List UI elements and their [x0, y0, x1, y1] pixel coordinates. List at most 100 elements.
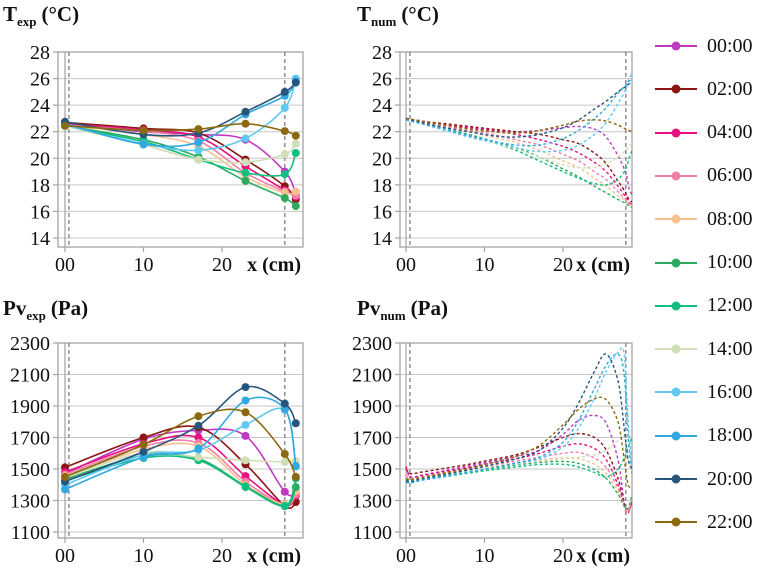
chart-title-pv-exp: Pvexp (Pa) [3, 296, 88, 324]
y-tick-label-1900: 1900 [10, 396, 50, 418]
series-pv_num-22:00 [405, 396, 632, 489]
marker-t_exp-22:00 [280, 127, 289, 136]
legend-item-16-00: 16:00 [652, 381, 753, 403]
legend-dot [671, 128, 681, 138]
marker-pv_exp-22:00 [280, 450, 289, 458]
title-subscript: exp [26, 308, 46, 324]
marker-pv_exp-02:00 [139, 433, 148, 442]
title-unit: (°C) [401, 2, 439, 26]
marker-pv_exp-20:00 [291, 419, 300, 428]
marker-t_exp-10:00 [241, 176, 250, 185]
y-tick-label-20: 20 [30, 148, 50, 170]
y-tick-label-1500: 1500 [10, 459, 50, 481]
legend-item-14-00: 14:00 [652, 338, 753, 360]
marker-t_exp-22:00 [139, 126, 148, 135]
legend-label: 02:00 [707, 77, 753, 100]
x-tick-label-10: 10 [475, 545, 495, 567]
series-t_num-00:00 [405, 117, 632, 196]
series-group [405, 72, 632, 209]
legend-label: 18:00 [707, 424, 753, 447]
marker-t_exp-18:00 [194, 138, 203, 147]
marker-t_exp-16:00 [241, 134, 250, 143]
legend-item-08-00: 08:00 [652, 208, 753, 230]
y-tick-label-18: 18 [30, 175, 50, 197]
y-tick-label-14: 14 [372, 228, 392, 250]
y-tick-label-20: 20 [372, 148, 392, 170]
series-t_num-04:00 [405, 117, 632, 206]
x-tick-label-20: 20 [553, 545, 573, 567]
y-tick-label-28: 28 [30, 42, 50, 64]
legend-marker-icon [655, 171, 697, 181]
legend-marker-icon [655, 128, 697, 138]
legend-marker-icon [655, 258, 697, 267]
x-axis-label: x (cm) [247, 545, 301, 567]
series-t_exp-16:00 [64, 78, 297, 152]
legend-item-20-00: 20:00 [652, 468, 753, 490]
y-tick-label-1700: 1700 [10, 428, 50, 450]
x-tick-label-10: 10 [134, 254, 154, 276]
chart-pv_exp: 1100 1300 1500 1700 1900 2100 2300 00 10 20 x (cm) [10, 333, 304, 567]
y-tick-label-2100: 2100 [10, 365, 50, 387]
legend-item-00-00: 00:00 [652, 35, 753, 57]
marker-t_exp-08:00 [291, 187, 300, 196]
series-t_num-20:00 [405, 82, 632, 138]
marker-pv_exp-18:00 [194, 444, 203, 453]
x-tick-label-00: 00 [55, 254, 75, 276]
legend-dot [671, 214, 681, 224]
series-t_num-22:00 [405, 117, 632, 134]
x-axis-label: x (cm) [576, 254, 630, 276]
marker-pv_exp-12:00 [280, 502, 289, 510]
series-t_num-10:00 [405, 119, 632, 209]
marker-pv_exp-18:00 [61, 485, 69, 494]
y-tick-label-14: 14 [30, 228, 50, 250]
legend-marker-icon [655, 301, 697, 311]
marker-t_exp-20:00 [241, 107, 250, 116]
legend-dot [671, 517, 681, 527]
title-unit: (Pa) [50, 296, 89, 320]
legend-label: 12:00 [707, 294, 753, 317]
legend-marker-icon [655, 431, 697, 441]
legend-marker-icon [655, 84, 697, 94]
series-t_exp-18:00 [64, 80, 297, 148]
legend-item-04-00: 04:00 [652, 121, 753, 144]
x-tick-label-10: 10 [134, 545, 154, 567]
x-tick-label-20: 20 [212, 254, 232, 276]
y-tick-label-16: 16 [372, 201, 392, 223]
y-tick-label-18: 18 [372, 175, 392, 197]
series-pv_num-08:00 [405, 457, 632, 512]
marker-pv_exp-20:00 [241, 383, 250, 392]
legend-dot [671, 431, 681, 441]
y-tick-label-24: 24 [372, 95, 392, 117]
series-t_num-08:00 [405, 119, 632, 207]
legend-label: 16:00 [707, 380, 753, 403]
series-pv_exp-16:00 [64, 407, 297, 486]
plot-border [57, 342, 304, 539]
marker-t_exp-12:00 [241, 168, 250, 177]
marker-t_exp-10:00 [280, 194, 289, 203]
y-tick-label-2100: 2100 [352, 365, 392, 387]
series-pv_num-02:00 [405, 432, 632, 513]
marker-pv_exp-22:00 [241, 408, 250, 417]
legend-marker-icon [655, 214, 697, 224]
chart-title-t-exp: Texp (°C) [3, 2, 79, 30]
chart-t_exp: 14 16 18 20 22 24 26 28 00 10 20 x (cm) [30, 42, 304, 276]
legend-label: 22:00 [707, 510, 753, 533]
series-group [61, 74, 300, 211]
series-pv_num-18:00 [405, 353, 632, 484]
marker-pv_exp-22:00 [61, 472, 69, 481]
marker-pv_exp-18:00 [280, 405, 289, 414]
plot-border [57, 51, 304, 248]
legend-label: 20:00 [707, 467, 753, 490]
marker-pv_exp-04:00 [194, 433, 203, 442]
marker-pv_exp-00:00 [241, 431, 250, 440]
series-pv_num-20:00 [405, 353, 632, 483]
x-tick-label-00: 00 [396, 254, 416, 276]
legend-marker-icon [655, 387, 697, 397]
legend-dot [671, 344, 681, 354]
y-tick-label-26: 26 [30, 69, 50, 91]
legend-item-12-00: 12:00 [652, 294, 753, 317]
legend-label: 06:00 [707, 164, 753, 187]
marker-pv_exp-14:00 [241, 456, 250, 465]
series-t_num-02:00 [405, 117, 632, 203]
